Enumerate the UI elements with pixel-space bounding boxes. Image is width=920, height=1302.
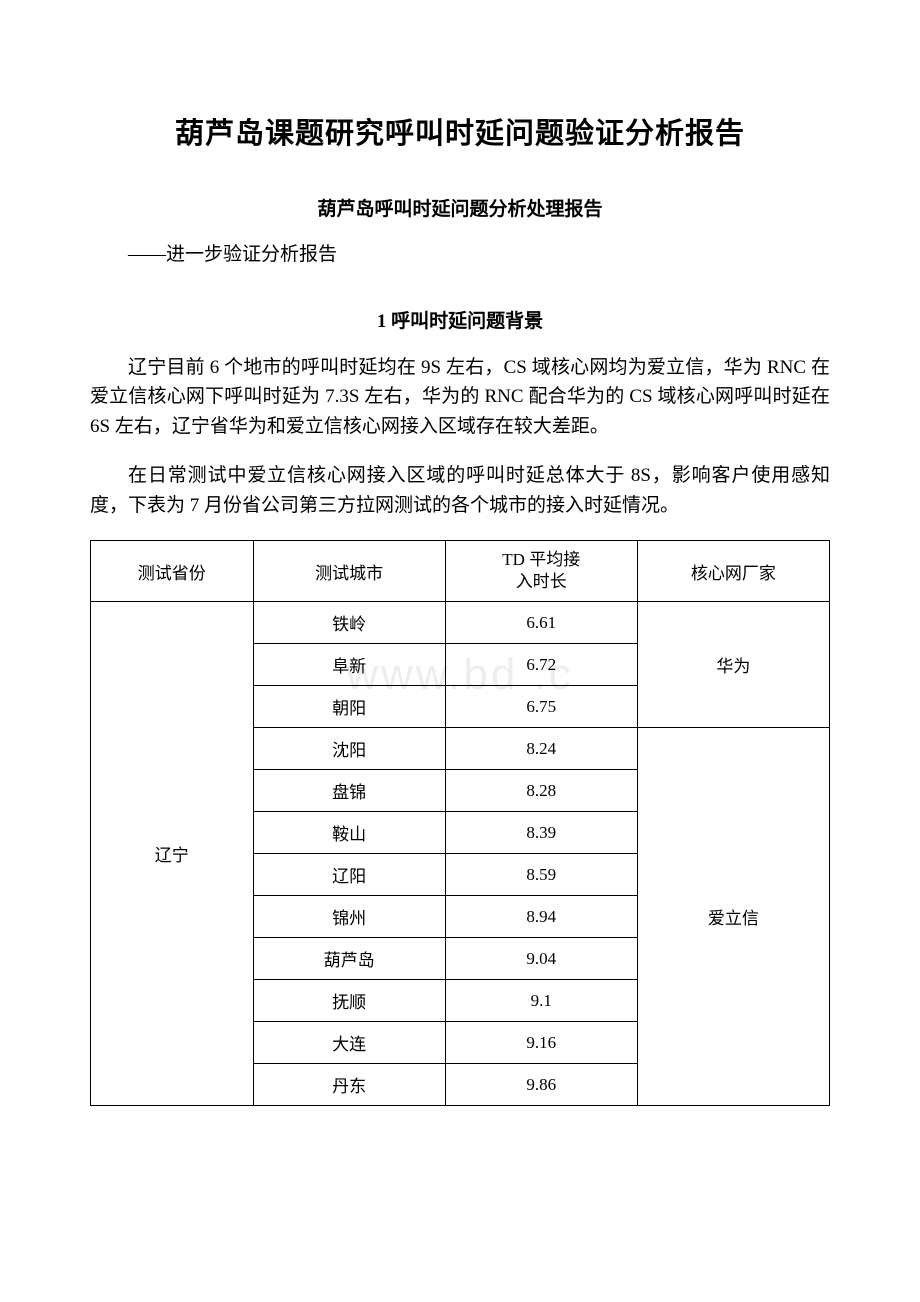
cell-city: 抚顺	[253, 980, 445, 1022]
cell-city: 朝阳	[253, 686, 445, 728]
cell-city: 丹东	[253, 1064, 445, 1106]
document-title: 葫芦岛课题研究呼叫时延问题验证分析报告	[90, 110, 830, 152]
paragraph-2: 在日常测试中爱立信核心网接入区域的呼叫时延总体大于 8S，影响客户使用感知度，下…	[90, 461, 830, 520]
paragraph-1: 辽宁目前 6 个地市的呼叫时延均在 9S 左右，CS 域核心网均为爱立信，华为 …	[90, 353, 830, 441]
cell-duration: 6.75	[445, 686, 637, 728]
table-row: 辽宁 铁岭 6.61 华为	[91, 602, 830, 644]
col-header-province: 测试省份	[91, 541, 254, 602]
cell-city: 锦州	[253, 896, 445, 938]
cell-duration: 6.72	[445, 644, 637, 686]
cell-duration: 9.04	[445, 938, 637, 980]
cell-duration: 8.39	[445, 812, 637, 854]
cell-duration: 8.94	[445, 896, 637, 938]
cell-city: 葫芦岛	[253, 938, 445, 980]
col-header-vendor: 核心网厂家	[637, 541, 829, 602]
cell-city: 盘锦	[253, 770, 445, 812]
document-subnote: ——进一步验证分析报告	[90, 239, 830, 266]
cell-duration: 6.61	[445, 602, 637, 644]
section-1-heading: 1 呼叫时延问题背景	[90, 306, 830, 333]
cell-duration: 9.86	[445, 1064, 637, 1106]
col-header-duration-line2: 入时长	[516, 572, 567, 591]
cell-city: 鞍山	[253, 812, 445, 854]
cell-duration: 8.24	[445, 728, 637, 770]
document-subtitle: 葫芦岛呼叫时延问题分析处理报告	[90, 194, 830, 221]
cell-vendor: 爱立信	[637, 728, 829, 1106]
cell-duration: 8.59	[445, 854, 637, 896]
cell-duration: 9.16	[445, 1022, 637, 1064]
cell-city: 辽阳	[253, 854, 445, 896]
cell-vendor: 华为	[637, 602, 829, 728]
cell-city: 阜新	[253, 644, 445, 686]
latency-table: 测试省份 测试城市 TD 平均接 入时长 核心网厂家 辽宁 铁岭 6.61 华为…	[90, 540, 830, 1106]
table-header-row: 测试省份 测试城市 TD 平均接 入时长 核心网厂家	[91, 541, 830, 602]
cell-city: 沈阳	[253, 728, 445, 770]
cell-province: 辽宁	[91, 602, 254, 1106]
col-header-duration-line1: TD 平均接	[502, 550, 580, 569]
col-header-duration: TD 平均接 入时长	[445, 541, 637, 602]
col-header-city: 测试城市	[253, 541, 445, 602]
cell-duration: 9.1	[445, 980, 637, 1022]
cell-duration: 8.28	[445, 770, 637, 812]
cell-city: 铁岭	[253, 602, 445, 644]
cell-city: 大连	[253, 1022, 445, 1064]
